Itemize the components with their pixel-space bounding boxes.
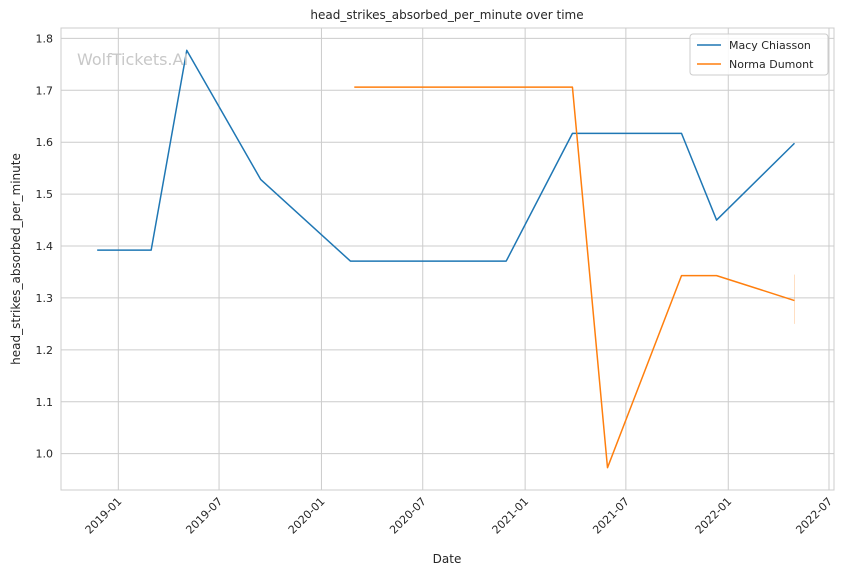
x-tick-label: 2021-07 — [590, 495, 632, 537]
y-tick-label: 1.3 — [36, 292, 54, 305]
x-tick-label: 2021-01 — [490, 495, 532, 537]
x-axis-ticks: 2019-01 2019-07 2020-01 2020-07 2021-01 2021-… — [83, 495, 835, 537]
x-tick-label: 2020-01 — [286, 495, 328, 537]
series-lines — [97, 49, 796, 469]
y-tick-label: 1.7 — [36, 84, 54, 97]
x-tick-label: 2022-07 — [793, 495, 835, 537]
x-tick-label: 2020-07 — [387, 495, 429, 537]
legend-label-norma-dumont: Norma Dumont — [729, 58, 814, 71]
y-tick-label: 1.2 — [36, 344, 54, 357]
grid — [61, 28, 834, 490]
y-tick-label: 1.8 — [36, 32, 54, 45]
y-axis-ticks: 1.0 1.1 1.2 1.3 1.4 1.5 1.6 1.7 1.8 — [36, 32, 54, 460]
x-tick-label: 2019-01 — [83, 495, 125, 537]
y-tick-label: 1.5 — [36, 188, 54, 201]
y-tick-label: 1.0 — [36, 448, 54, 461]
y-axis-label: head_strikes_absorbed_per_minute — [9, 153, 23, 365]
chart-title: head_strikes_absorbed_per_minute over ti… — [310, 8, 583, 22]
x-tick-label: 2022-01 — [693, 495, 735, 537]
legend: Macy Chiasson Norma Dumont — [689, 33, 829, 76]
plot-area — [61, 28, 834, 490]
x-axis-label: Date — [433, 552, 462, 566]
x-tick-label: 2019-07 — [183, 495, 225, 537]
y-tick-label: 1.1 — [36, 396, 54, 409]
series-line-macy-chiasson — [97, 49, 796, 262]
y-tick-label: 1.6 — [36, 136, 54, 149]
watermark: WolfTickets.AI — [77, 50, 188, 69]
series-line-norma-dumont — [354, 86, 795, 469]
plot-frame — [60, 27, 835, 491]
legend-label-macy-chiasson: Macy Chiasson — [729, 39, 811, 52]
legend-box — [689, 33, 829, 76]
y-tick-label: 1.4 — [36, 240, 54, 253]
